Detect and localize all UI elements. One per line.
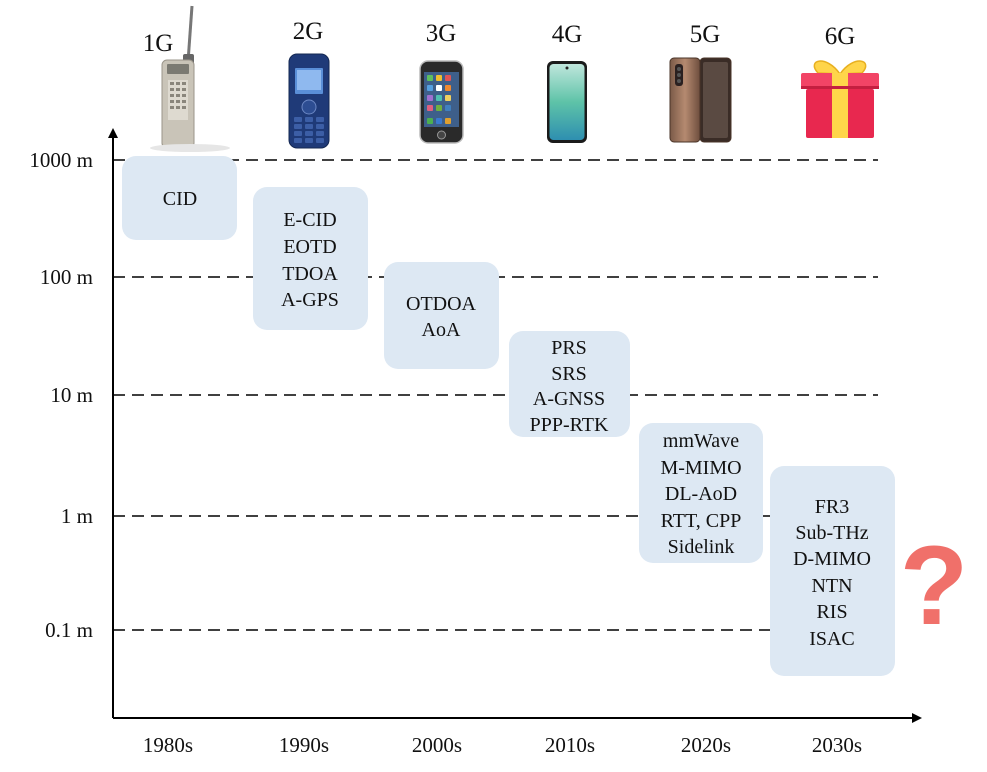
- tech-item: SRS: [551, 363, 587, 385]
- era-label-1990s: 1990s: [279, 733, 329, 757]
- era-label-1980s: 1980s: [143, 733, 193, 757]
- feature-phone-icon: [288, 53, 330, 149]
- tech-item: Sub-THz: [795, 522, 868, 544]
- tech-box-4g: PRS SRS A-GNSS PPP-RTK: [509, 331, 630, 437]
- tech-box-3g-background: [384, 262, 499, 369]
- brick-phone-icon: [150, 5, 230, 152]
- tech-item: AoA: [422, 319, 461, 341]
- tech-box-4g-background: [509, 331, 630, 437]
- generation-labels: 1G 2G 3G 4G 5G 6G: [143, 18, 856, 57]
- gift-box-icon: [801, 60, 879, 138]
- tech-box-1g: CID: [122, 156, 237, 240]
- tech-box-1g-background: [122, 156, 237, 240]
- tech-item: FR3: [815, 496, 849, 518]
- tech-item: A-GPS: [281, 289, 339, 311]
- technology-boxes: CID E-CID EOTD TDOA A-GPS OTDOA AoA PRS …: [122, 156, 895, 676]
- tech-box-2g-background: [253, 187, 368, 330]
- tech-box-5g: mmWave M-MIMO DL-AoD RTT, CPP Sidelink: [639, 423, 763, 563]
- tech-box-2g: E-CID EOTD TDOA A-GPS: [253, 187, 368, 330]
- accuracy-label-10m: 10 m: [50, 383, 93, 407]
- tech-item: M-MIMO: [660, 457, 741, 479]
- early-smartphone-icon: [419, 60, 464, 144]
- tech-item: A-GNSS: [533, 388, 605, 410]
- era-label-2000s: 2000s: [412, 733, 462, 757]
- tech-item: DL-AoD: [665, 483, 737, 505]
- accuracy-label-1m: 1 m: [61, 504, 93, 528]
- smartphone-icon: [547, 61, 587, 143]
- generation-label-5g: 5G: [690, 21, 721, 48]
- generation-label-2g: 2G: [293, 18, 324, 45]
- y-axis-labels: 1000 m 100 m 10 m 1 m 0.1 m: [29, 148, 93, 642]
- accuracy-label-0-1m: 0.1 m: [45, 618, 93, 642]
- tech-item: EOTD: [283, 236, 336, 258]
- question-mark-icon: ?: [900, 523, 968, 648]
- generation-label-1g: 1G: [143, 30, 174, 57]
- tech-item: ISAC: [809, 628, 855, 650]
- x-axis-labels: 1980s 1990s 2000s 2010s 2020s 2030s: [143, 733, 862, 757]
- tech-item: E-CID: [283, 209, 336, 231]
- tech-item: RIS: [816, 601, 847, 623]
- tech-item: D-MIMO: [793, 548, 871, 570]
- tech-item: NTN: [811, 575, 852, 597]
- tech-item: PRS: [551, 337, 587, 359]
- tech-item: OTDOA: [406, 293, 477, 315]
- generation-label-4g: 4G: [552, 21, 583, 48]
- tech-item: TDOA: [282, 263, 338, 285]
- era-label-2020s: 2020s: [681, 733, 731, 757]
- tech-item: RTT, CPP: [661, 510, 742, 532]
- tech-item: Sidelink: [668, 536, 735, 558]
- era-label-2010s: 2010s: [545, 733, 595, 757]
- generation-label-3g: 3G: [426, 20, 457, 47]
- accuracy-label-100m: 100 m: [40, 265, 93, 289]
- tech-box-6g: FR3 Sub-THz D-MIMO NTN RIS ISAC: [770, 466, 895, 676]
- accuracy-label-1000m: 1000 m: [29, 148, 93, 172]
- foldable-phone-icon: [669, 57, 732, 143]
- tech-item: mmWave: [663, 430, 739, 452]
- tech-box-5g-background: [639, 423, 763, 563]
- tech-item: CID: [163, 188, 197, 210]
- era-label-2030s: 2030s: [812, 733, 862, 757]
- generation-label-6g: 6G: [825, 23, 856, 50]
- tech-box-3g: OTDOA AoA: [384, 262, 499, 369]
- tech-box-6g-background: [770, 466, 895, 676]
- tech-item: PPP-RTK: [530, 414, 609, 436]
